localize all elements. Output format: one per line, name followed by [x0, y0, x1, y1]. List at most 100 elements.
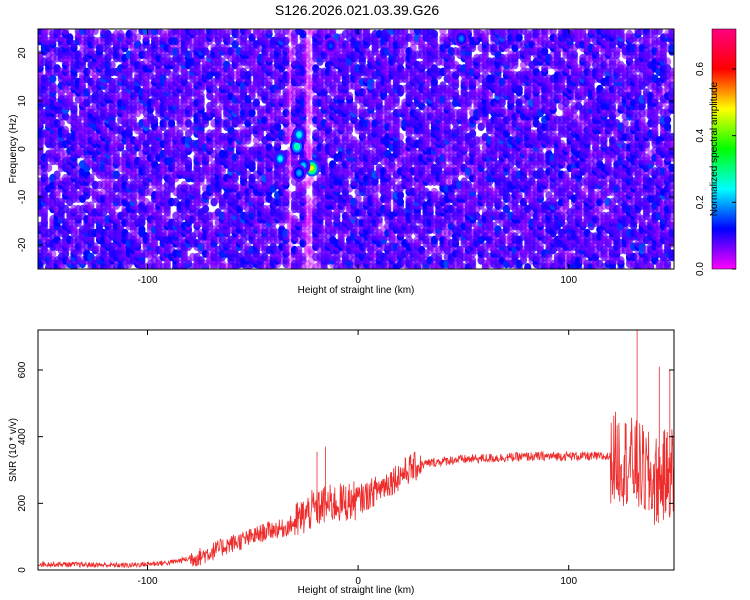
heatmap-cell: [282, 88, 290, 97]
heatmap-cell: [299, 88, 307, 97]
heatmap-cell: [282, 132, 290, 142]
heatmap-cell: [299, 98, 307, 107]
heatmap-cell: [346, 91, 354, 101]
heatmap-cell: [53, 170, 61, 179]
heatmap-cell: [282, 167, 290, 176]
heatmap-cell: [49, 74, 57, 83]
heatmap-cell: [87, 201, 95, 210]
heatmap-cell: [303, 146, 311, 155]
heatmap-cell: [299, 105, 307, 114]
heatmap-cell: [282, 187, 290, 197]
heatmap-cell: [303, 235, 311, 245]
heatmap-cell: [299, 228, 307, 238]
heatmap-cell: [282, 108, 290, 118]
heatmap-cell: [129, 29, 137, 35]
heatmap-cell: [91, 29, 99, 35]
heatmap-cell: [129, 115, 137, 125]
heatmap-cell: [70, 101, 78, 111]
heatmap-cell: [45, 163, 53, 173]
heatmap-cell: [282, 36, 290, 46]
heatmap-cell: [303, 218, 311, 227]
heatmap-cell: [66, 33, 74, 42]
heatmap-cell: [363, 29, 371, 35]
heatmap-cell: [439, 29, 447, 35]
heatmap-cell: [303, 98, 311, 107]
heatmap-cell: [303, 36, 311, 46]
heatmap-cell: [303, 259, 311, 269]
heatmap-cell: [299, 252, 307, 262]
heatmap-cell: [138, 225, 146, 234]
heatmap-cell: [87, 173, 95, 183]
heatmap-cell: [299, 263, 307, 269]
heatmap-cell: [303, 215, 311, 224]
heatmap-cell: [282, 173, 290, 183]
heatmap-cell: [396, 132, 405, 142]
heatmap-cell: [303, 95, 311, 104]
heatmap-cell: [299, 194, 307, 203]
heatmap-cell: [282, 115, 290, 125]
heatmap-cell: [295, 245, 303, 255]
heatmap-cell: [303, 242, 311, 251]
heatmap-cell: [282, 256, 290, 265]
heatmap-cell: [303, 105, 311, 114]
heatmap-cell: [197, 91, 205, 101]
heatmap-cell: [329, 29, 337, 35]
heatmap-cell: [168, 119, 176, 128]
heatmap-cell: [303, 143, 311, 152]
heatmap-cell: [303, 81, 311, 90]
heatmap-cell: [184, 156, 193, 166]
heatmap-cell: [299, 204, 307, 214]
heatmap-cell: [303, 201, 311, 210]
heatmap-cell: [134, 33, 142, 42]
heatmap-cell: [303, 139, 311, 149]
heatmap-cell: [303, 119, 311, 128]
heatmap-cell: [108, 60, 116, 70]
heatmap-cell: [303, 221, 311, 231]
heatmap-cell: [299, 180, 307, 190]
heatmap-cell: [112, 149, 120, 159]
heatmap-cell: [286, 125, 294, 135]
heatmap-cell: [176, 129, 184, 138]
heatmap-cell: [303, 245, 311, 255]
chart-title: S126.2026.021.03.39.G26: [275, 2, 439, 18]
heatmap-cell: [282, 242, 290, 251]
heatmap-cell: [303, 232, 311, 241]
heatmap-cell: [303, 211, 311, 221]
heatmap-cell: [201, 204, 210, 214]
heatmap-cell: [265, 29, 273, 35]
heatmap-cell: [274, 122, 282, 131]
heatmap-cell: [303, 108, 311, 118]
heatmap-cell: [303, 180, 311, 190]
heatmap-cell: [282, 29, 290, 35]
heatmap-cell: [303, 204, 311, 214]
heatmap-cell: [299, 29, 307, 39]
heatmap-cell: [303, 91, 311, 101]
heatmap-cell: [282, 228, 290, 238]
heatmap-cell: [299, 40, 307, 49]
heatmap-cell: [299, 50, 307, 59]
heatmap-cell: [299, 67, 307, 77]
heatmap-cell: [282, 53, 290, 63]
heatmap-cell: [282, 71, 290, 80]
heatmap-cell: [248, 160, 256, 169]
heatmap-cell: [303, 101, 311, 111]
heatmap-cell: [49, 249, 57, 258]
heatmap-cell: [206, 218, 214, 227]
heatmap-cell: [303, 177, 311, 186]
heatmap-cell: [265, 77, 273, 87]
heatmap-cell: [40, 170, 49, 179]
heatmap-cell: [303, 194, 311, 203]
heatmap-cell: [57, 119, 65, 128]
heatmap-cell: [401, 29, 409, 35]
heatmap-cell: [303, 84, 311, 94]
heatmap-cell: [303, 71, 311, 80]
heatmap-cell: [62, 29, 70, 35]
heatmap-cell: [303, 74, 311, 83]
heatmap-cell: [303, 249, 311, 258]
heatmap-cell: [282, 43, 290, 53]
heatmap-cells: [38, 29, 674, 269]
heatmap-cell: [248, 108, 256, 118]
heatmap-cell: [350, 101, 358, 111]
